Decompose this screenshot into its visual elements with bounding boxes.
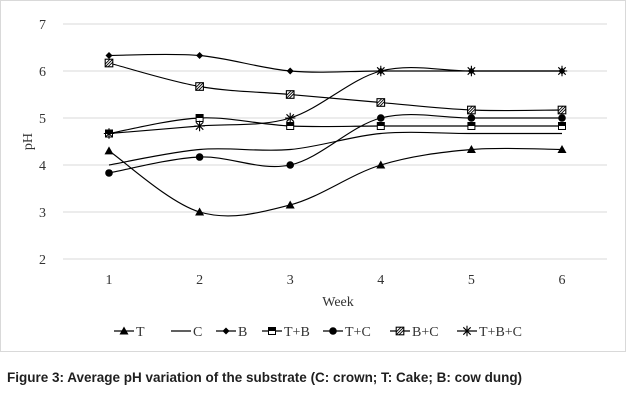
legend-item-b-plus-c: B+C <box>390 325 439 340</box>
legend-item-t: T <box>114 325 145 340</box>
legend-marker <box>461 325 473 337</box>
legend-marker <box>119 326 129 335</box>
series-line-b <box>108 53 562 73</box>
data-point-t <box>104 146 114 155</box>
data-point-t <box>195 207 205 216</box>
legend-label: C <box>193 325 202 340</box>
axes: 2 3 4 5 6 7 1 2 3 4 5 6 Week pH <box>21 18 566 310</box>
legend: T C B T+B T+C B+C T+B+C <box>114 325 522 340</box>
series-t-plus-b <box>105 114 566 138</box>
marker-hatch <box>104 58 114 68</box>
marker-fill <box>377 122 385 126</box>
series-line-b-plus-c <box>108 62 563 112</box>
legend-marker <box>329 327 337 335</box>
data-point-t <box>466 144 476 153</box>
data-point-b-plus-c <box>557 105 567 115</box>
data-point-b <box>286 67 294 75</box>
legend-item-t-plus-b: T+B <box>262 325 310 340</box>
data-point-t <box>376 160 386 169</box>
series-line-t-plus-b <box>108 117 562 135</box>
data-point-t-plus-b-plus-c <box>103 128 115 139</box>
legend-label: T <box>136 325 145 340</box>
legend-item-b: B <box>216 325 247 340</box>
data-point-b-plus-c <box>285 90 295 99</box>
data-point-t-plus-b-plus-c <box>194 120 205 132</box>
marker-hatch <box>395 326 405 336</box>
legend-item-c: C <box>171 325 202 340</box>
marker-hatch <box>467 105 476 115</box>
series-lines <box>103 51 568 217</box>
legend-label: B+C <box>412 325 439 340</box>
series-line-t <box>108 147 563 217</box>
x-tick-label: 1 <box>106 273 113 288</box>
series-t-plus-c <box>105 113 566 177</box>
marker-fill <box>467 122 475 126</box>
data-point-t-plus-b <box>195 114 204 122</box>
legend-label: T+C <box>345 325 371 340</box>
marker-fill <box>286 122 294 126</box>
series-t-plus-b-plus-c <box>103 65 568 139</box>
legend-item-t-plus-b-plus-c: T+B+C <box>457 325 522 340</box>
data-point-t-plus-c <box>105 169 113 177</box>
data-point-t-plus-b-plus-c <box>375 65 386 77</box>
legend-marker <box>268 327 276 335</box>
series-t <box>104 144 567 217</box>
series-line-t-plus-c <box>108 113 562 174</box>
x-tick-label: 3 <box>287 273 294 288</box>
grid <box>63 23 607 260</box>
marker-fill <box>558 122 566 126</box>
y-tick-label: 5 <box>39 112 46 127</box>
legend-item-t-plus-c: T+C <box>323 325 371 340</box>
marker-hatch <box>557 105 567 115</box>
data-point-t <box>557 144 567 153</box>
x-tick-label: 5 <box>468 273 475 288</box>
data-point-b-plus-c <box>376 98 386 107</box>
series-b-plus-c <box>104 58 567 115</box>
figure-caption: Figure 3: Average pH variation of the su… <box>7 370 523 385</box>
line-chart: 2 3 4 5 6 7 1 2 3 4 5 6 Week pH T C B T+B T+C B+C T+B+C <box>21 18 607 340</box>
data-point-t-plus-c <box>558 114 566 122</box>
data-point-t-plus-b-plus-c <box>466 65 477 77</box>
x-tick-label: 2 <box>196 273 203 288</box>
data-point-t-plus-c <box>377 114 385 122</box>
x-tick-label: 6 <box>559 273 566 288</box>
data-point-b <box>105 51 113 59</box>
data-point-b-plus-c <box>195 82 204 91</box>
data-point-t-plus-b <box>376 121 385 130</box>
y-tick-label: 2 <box>39 253 46 268</box>
legend-label: T+B <box>284 325 310 340</box>
data-point-t-plus-b <box>286 121 295 130</box>
y-tick-label: 4 <box>39 159 46 174</box>
data-point-b-plus-c <box>104 58 114 68</box>
x-axis-title: Week <box>322 295 354 310</box>
legend-label: T+B+C <box>479 325 522 340</box>
marker-hatch <box>286 90 295 99</box>
chart-area: 2 3 4 5 6 7 1 2 3 4 5 6 Week pH T C B T+B T+C B+C T+B+C <box>0 0 626 352</box>
y-tick-label: 3 <box>39 206 46 221</box>
y-axis-title: pH <box>21 133 36 150</box>
data-point-b <box>196 51 204 59</box>
legend-marker <box>395 326 405 336</box>
series-line-t-plus-b-plus-c <box>108 66 562 135</box>
marker-fill <box>268 327 276 331</box>
marker-hatch <box>195 82 204 91</box>
x-tick-label: 4 <box>377 273 384 288</box>
y-tick-label: 6 <box>39 65 46 80</box>
data-point-t-plus-b-plus-c <box>556 65 568 77</box>
data-point-b-plus-c <box>467 105 476 115</box>
data-point-t-plus-b <box>558 121 566 130</box>
data-point-t <box>285 200 295 209</box>
data-point-t-plus-c <box>286 161 295 169</box>
data-point-t-plus-c <box>467 114 476 122</box>
data-point-t-plus-c <box>195 153 204 161</box>
legend-label: B <box>238 325 247 340</box>
y-tick-label: 7 <box>39 18 46 33</box>
marker-hatch <box>376 98 385 107</box>
data-point-t-plus-b-plus-c <box>285 112 296 124</box>
data-point-t-plus-b <box>467 121 476 130</box>
marker-fill <box>196 114 204 118</box>
legend-marker <box>222 327 230 335</box>
